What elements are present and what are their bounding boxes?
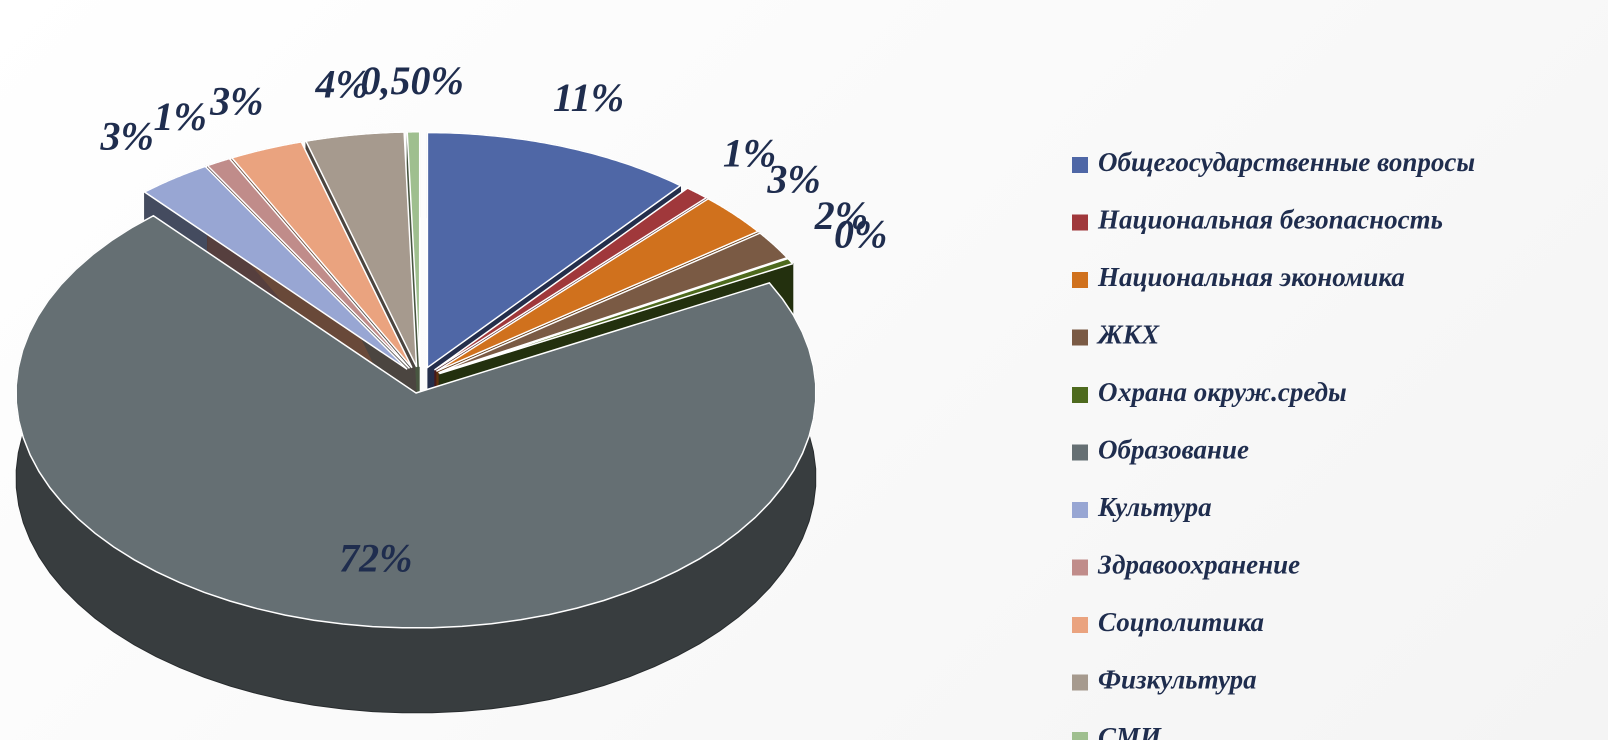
slice — [434, 187, 708, 371]
legend-label: СМИ — [1098, 722, 1162, 740]
legend-swatch — [1072, 272, 1088, 288]
legend-swatch — [1072, 674, 1088, 691]
slice — [143, 165, 408, 370]
data-label: 1% — [723, 130, 776, 175]
legend-label: Общегосударственные вопросы — [1098, 147, 1475, 177]
legend-label: Образование — [1098, 435, 1249, 465]
data-label: 0% — [834, 212, 887, 257]
data-label: 4% — [315, 62, 369, 107]
slice — [438, 232, 789, 374]
data-label: 1% — [153, 94, 206, 139]
slice — [435, 197, 760, 372]
legend-label: Охрана окруж.среды — [1098, 377, 1347, 407]
legend-label: Здравоохранение — [1097, 550, 1300, 580]
legend-swatch — [1072, 559, 1088, 576]
legend-label: Соцполитика — [1098, 607, 1264, 637]
slice — [304, 131, 418, 368]
slice-wall — [407, 131, 420, 452]
data-label: 3% — [766, 156, 820, 201]
legend-label: Национальная экономика — [1097, 262, 1405, 292]
slice — [15, 214, 817, 629]
slice — [406, 131, 421, 367]
data-label: 0,50% — [361, 58, 464, 103]
legend-swatch — [1072, 617, 1088, 633]
slice — [206, 157, 411, 369]
legend-label: Культура — [1097, 492, 1212, 522]
slice — [426, 131, 682, 370]
slice — [230, 141, 413, 369]
legend-swatch — [1072, 329, 1088, 346]
slice — [439, 257, 794, 375]
legend-swatch — [1072, 157, 1088, 173]
data-label: 3% — [100, 113, 154, 158]
data-label: 2% — [814, 193, 868, 238]
legend-swatch — [1072, 502, 1088, 518]
legend-swatch — [1072, 387, 1088, 403]
data-label: 11% — [553, 75, 624, 120]
slice-tops — [15, 131, 817, 629]
legend-swatch — [1072, 444, 1088, 461]
legend-label: ЖКХ — [1096, 320, 1160, 350]
data-label: 3% — [209, 78, 263, 123]
data-label: 72% — [339, 536, 412, 581]
legend-swatch — [1072, 214, 1088, 231]
legend-label: Физкультура — [1098, 665, 1257, 695]
legend-label: Национальная безопасность — [1097, 205, 1443, 235]
legend-swatch — [1072, 732, 1088, 740]
